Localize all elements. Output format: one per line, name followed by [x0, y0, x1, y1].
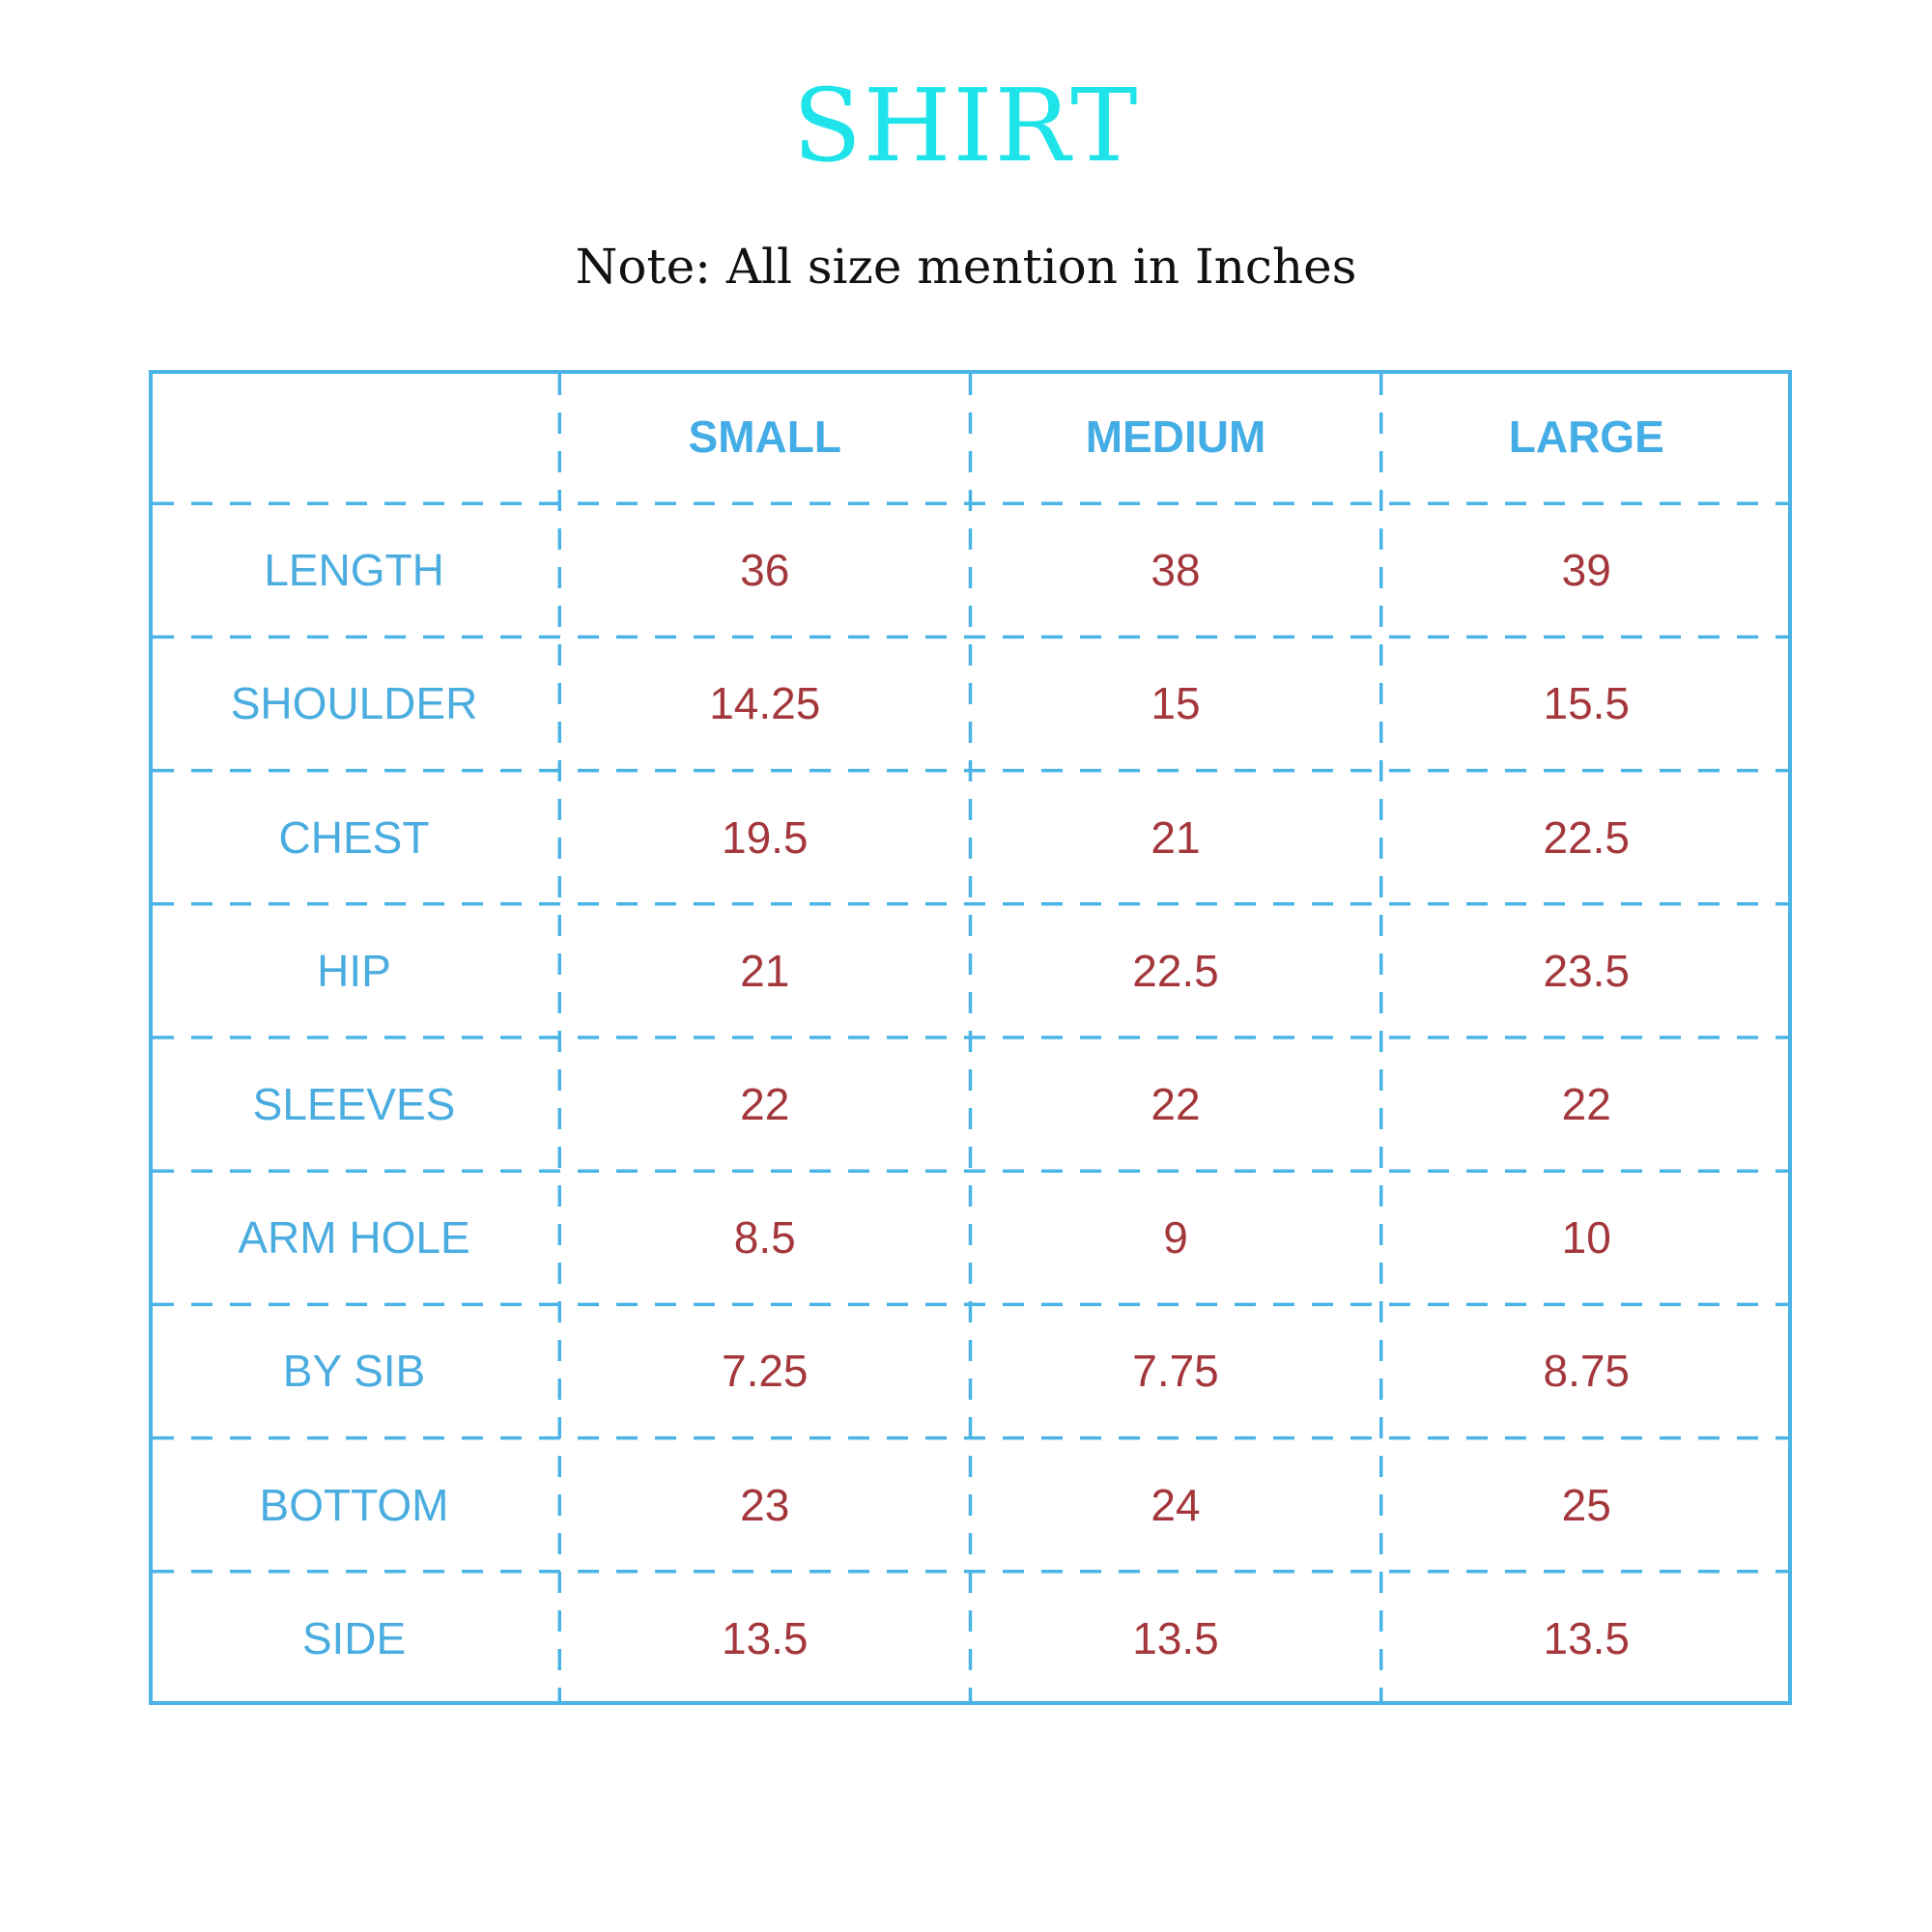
- row-label: ARM HOLE: [238, 1212, 470, 1264]
- table-cell-value: 23: [740, 1479, 790, 1530]
- table-cell-value: 36: [740, 545, 790, 596]
- table-cell-value: 38: [1151, 545, 1201, 596]
- table-cell-value: 13.5: [1543, 1612, 1631, 1663]
- column-header: LARGE: [1508, 412, 1664, 462]
- table-cell-value: 21: [1151, 811, 1201, 863]
- table-cell-value: 8.5: [733, 1212, 796, 1264]
- table-border: [149, 370, 1792, 1705]
- row-label: SLEEVES: [252, 1079, 456, 1129]
- row-label: SHOULDER: [230, 678, 478, 729]
- table-cell-value: 19.5: [721, 811, 809, 863]
- row-label: LENGTH: [264, 545, 444, 596]
- table-cell-value: 39: [1561, 545, 1611, 596]
- column-header: [149, 370, 559, 503]
- table-cell-value: 22.5: [1132, 945, 1219, 996]
- table-cell-value: 24: [1151, 1479, 1201, 1530]
- row-label: SIDE: [301, 1612, 407, 1663]
- table-cell-value: 23.5: [1543, 945, 1631, 996]
- size-chart-table: SMALL MEDIUM LARGE LENGTH 36 38 39 SHOULDER 14.2…: [149, 370, 1792, 1705]
- note-text: Note: All size mention in Inches: [575, 239, 1357, 295]
- table-cell-value: 15: [1151, 678, 1201, 729]
- table-grid: [149, 370, 1792, 1705]
- row-label: BOTTOM: [259, 1479, 449, 1530]
- table-cell-value: 8.75: [1543, 1346, 1631, 1397]
- table-cell-value: 21: [740, 945, 790, 996]
- table-cell-value: 15.5: [1543, 678, 1631, 729]
- table-cell-value: 9: [1163, 1212, 1188, 1264]
- row-label: BY SIB: [282, 1346, 426, 1397]
- table-cell-value: 13.5: [1132, 1612, 1219, 1663]
- column-header: SMALL: [688, 412, 841, 462]
- table-cell-value: 10: [1561, 1212, 1611, 1264]
- table-cell-value: 22: [740, 1079, 790, 1129]
- table-cell-value: 14.25: [709, 678, 821, 729]
- table-cell-value: 22.5: [1543, 811, 1631, 863]
- table-cell-value: 7.75: [1132, 1346, 1219, 1397]
- row-label: CHEST: [278, 811, 430, 863]
- table-cell-value: 25: [1561, 1479, 1611, 1530]
- page-title: SHIRT: [792, 67, 1140, 185]
- row-label: HIP: [317, 945, 391, 996]
- table-cell-value: 7.25: [721, 1346, 809, 1397]
- table-cell-value: 22: [1561, 1079, 1611, 1129]
- column-header: MEDIUM: [1085, 412, 1266, 462]
- table-cell-value: 22: [1151, 1079, 1201, 1129]
- table-cell-value: 13.5: [721, 1612, 809, 1663]
